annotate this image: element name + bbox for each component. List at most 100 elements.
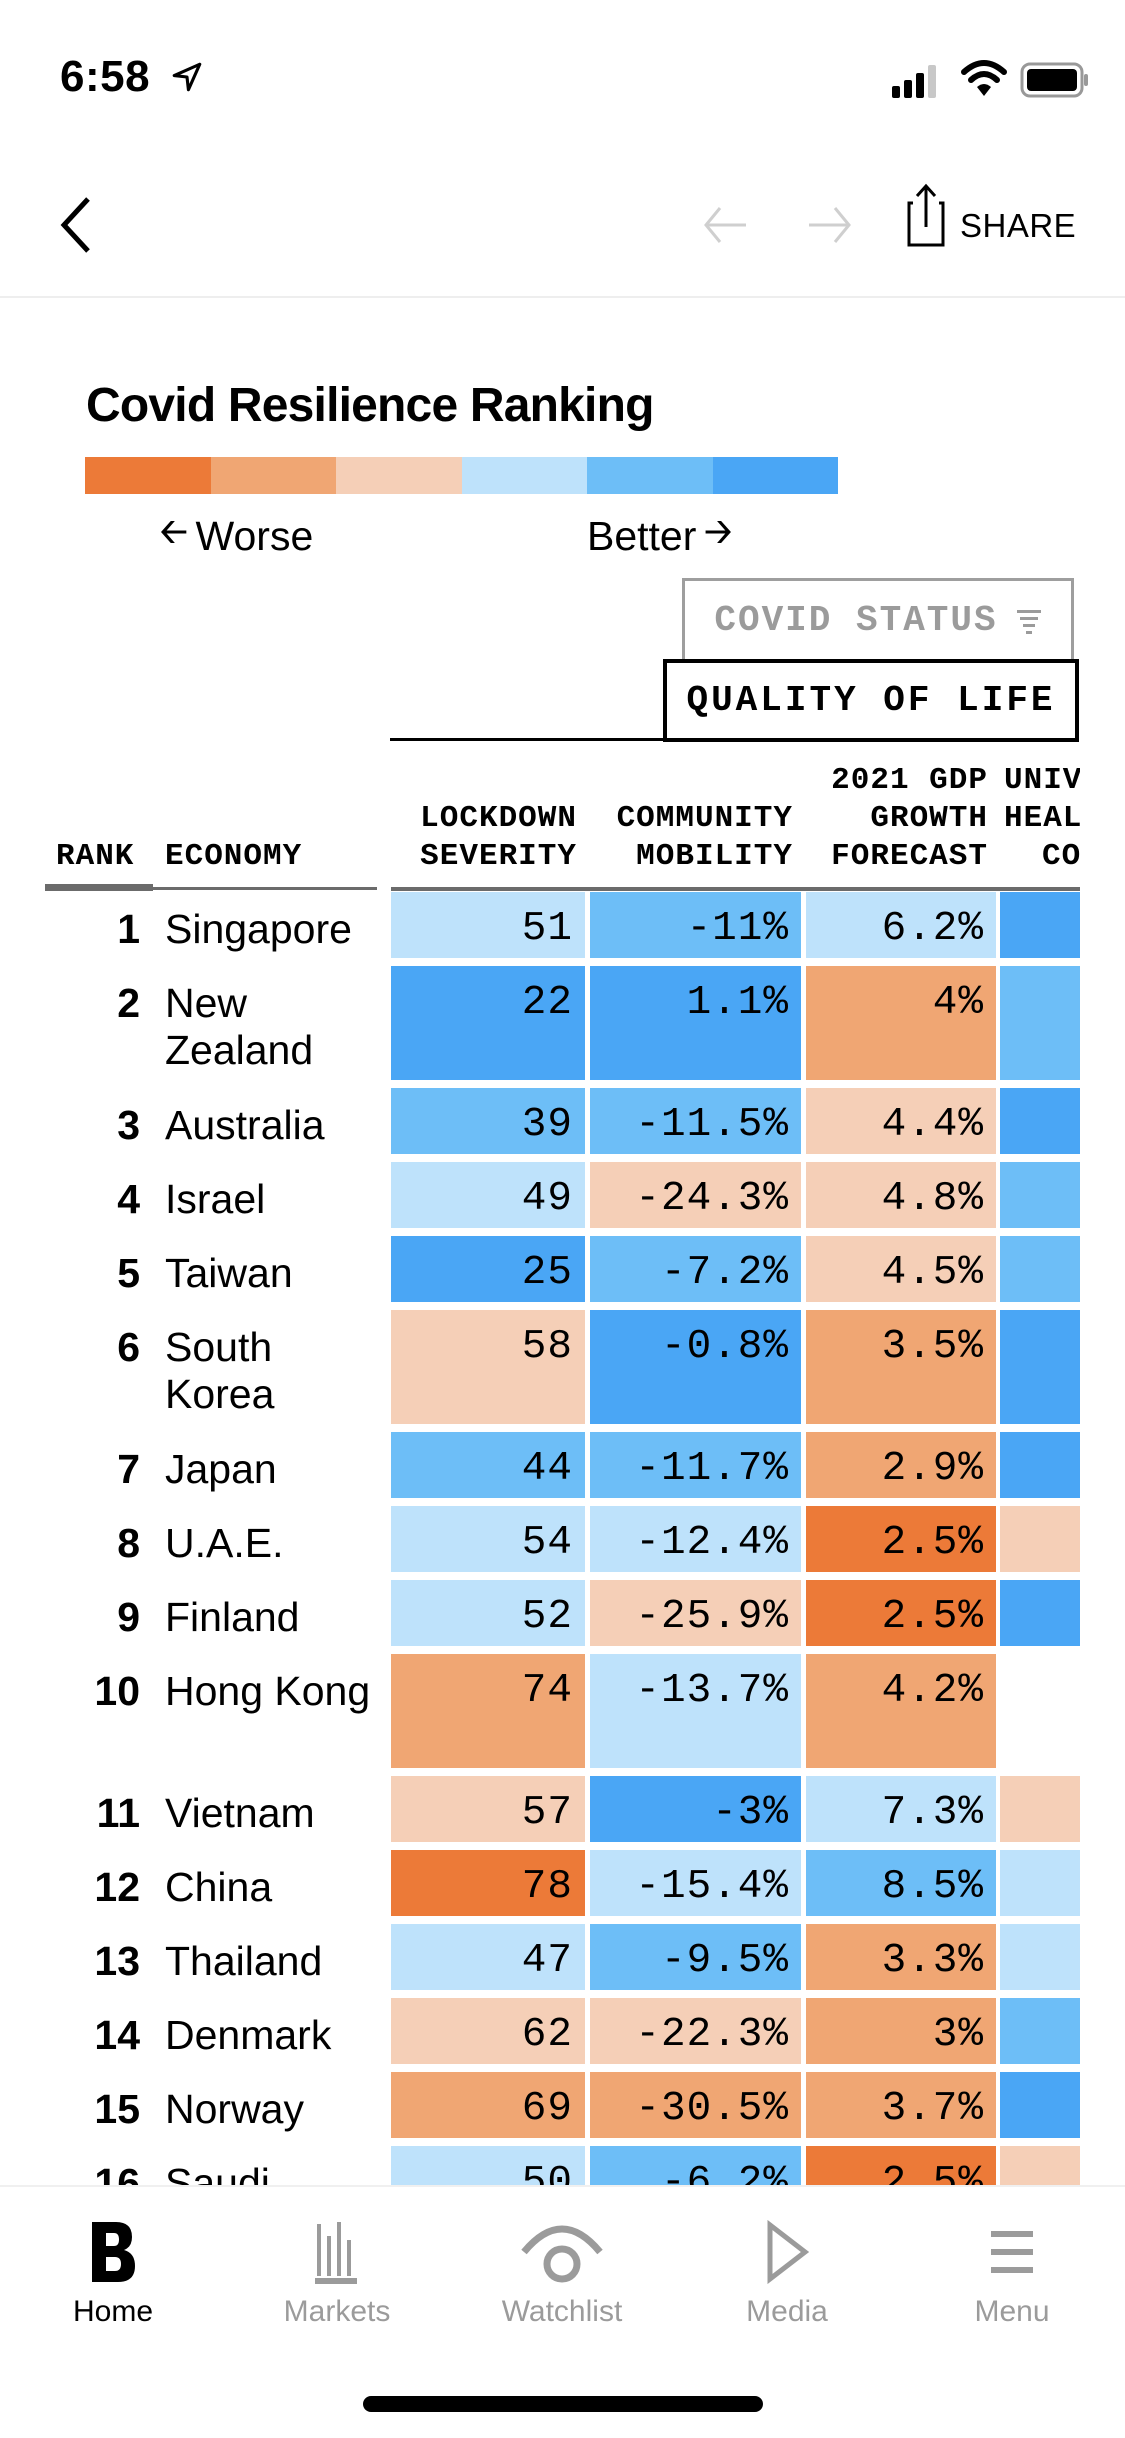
table-row[interactable]: 9 Finland 52 -25.9% 2.5% [0, 1580, 1125, 1650]
table-row[interactable]: 15 Norway 69 -30.5% 3.7% [0, 2072, 1125, 2142]
header-universal-healthcare-coverage[interactable]: UNIVERSAL HEALTHCARE COVERAGE [1004, 762, 1080, 876]
tab-menu[interactable]: Menu [927, 2217, 1097, 2329]
table-row[interactable]: 4 Israel 49 -24.3% 4.8% [0, 1162, 1125, 1232]
gdp-forecast-cell: 3.3% [806, 1924, 996, 1990]
healthcare-coverage-cell [1000, 2146, 1080, 2185]
gdp-forecast-cell: 8.5% [806, 1850, 996, 1916]
table-row[interactable]: 14 Denmark 62 -22.3% 3% [0, 1998, 1125, 2068]
gdp-forecast-cell: 6.2% [806, 892, 996, 958]
healthcare-coverage-cell [1000, 1776, 1080, 1842]
tab-media[interactable]: Media [702, 2217, 872, 2329]
community-mobility-cell: -9.5% [590, 1924, 801, 1990]
tab-markets[interactable]: Markets [252, 2217, 422, 2329]
bloomberg-b-icon [92, 2222, 135, 2282]
tab-media-label: Media [746, 2295, 828, 2328]
lockdown-severity-cell: 39 [391, 1088, 585, 1154]
eye-icon [521, 2225, 603, 2283]
share-button[interactable]: SHARE [960, 207, 1077, 244]
community-mobility-cell: -0.8% [590, 1310, 801, 1424]
rank-cell: 8 [117, 1520, 140, 1566]
economy-cell: Australia [165, 1102, 325, 1148]
table-row[interactable]: 7 Japan 44 -11.7% 2.9% [0, 1432, 1125, 1502]
play-icon [767, 2220, 809, 2284]
lockdown-severity-cell: 58 [391, 1310, 585, 1424]
gdp-forecast-cell: 3.7% [806, 2072, 996, 2138]
header-economy[interactable]: ECONOMY [165, 839, 303, 874]
tab-markets-label: Markets [283, 2295, 391, 2328]
economy-cell: Finland [165, 1594, 300, 1640]
legend-swatch [461, 457, 587, 494]
rank-cell: 3 [117, 1102, 140, 1148]
community-mobility-cell: -11% [590, 892, 801, 958]
economy-cell: Israel [165, 1176, 266, 1222]
economy-cell: New Zealand [165, 980, 314, 1073]
table-row[interactable]: 12 China 78 -15.4% 8.5% [0, 1850, 1125, 1920]
tab-menu-label: Menu [974, 2295, 1050, 2328]
lockdown-severity-cell: 74 [391, 1654, 585, 1768]
table-row[interactable]: 11 Vietnam 57 -3% 7.3% [0, 1776, 1125, 1846]
header-rank[interactable]: RANK [56, 839, 135, 874]
home-indicator [363, 2396, 763, 2412]
left-arrow-icon: 🡠 [160, 513, 188, 551]
header-clip: UNIVERSAL HEALTHCARE COVERAGE [1000, 740, 1080, 890]
table-row[interactable]: 10 Hong Kong 74 -13.7% 4.2% [0, 1654, 1125, 1772]
economy-cell: Hong Kong [165, 1668, 371, 1714]
table-row[interactable]: 1 Singapore 51 -11% 6.2% [0, 892, 1125, 962]
header-line: UNIVERSAL [1004, 763, 1080, 798]
table-row[interactable]: 5 Taiwan 25 -7.2% 4.5% [0, 1236, 1125, 1306]
economy-cell: China [165, 1864, 273, 1910]
rank-cell: 10 [94, 1668, 140, 1714]
table-row[interactable]: 2 New Zealand 22 1.1% 4% [0, 966, 1125, 1084]
worse-label: Worse [195, 513, 314, 559]
lockdown-severity-cell: 57 [391, 1776, 585, 1842]
gdp-forecast-cell: 4.5% [806, 1236, 996, 1302]
header-gdp-growth-forecast[interactable]: 2021 GDP GROWTH FORECAST [806, 762, 988, 876]
gdp-forecast-cell: 2.5% [806, 1506, 996, 1572]
color-legend [85, 457, 838, 494]
economy-cell: Japan [165, 1446, 277, 1492]
lockdown-severity-cell: 62 [391, 1998, 585, 2064]
lockdown-severity-cell: 52 [391, 1580, 585, 1646]
rank-cell: 2 [117, 980, 140, 1026]
lockdown-severity-cell: 49 [391, 1162, 585, 1228]
healthcare-coverage-cell [1000, 1236, 1080, 1302]
table-row[interactable]: 6 South Korea 58 -0.8% 3.5% [0, 1310, 1125, 1428]
header-line: GROWTH [870, 801, 988, 836]
lockdown-severity-cell: 47 [391, 1924, 585, 1990]
community-mobility-cell: -11.7% [590, 1432, 801, 1498]
header-lockdown-severity[interactable]: LOCKDOWN SEVERITY [391, 800, 577, 876]
economy-cell: Vietnam [165, 1790, 315, 1836]
healthcare-coverage-cell [1000, 1162, 1080, 1228]
healthcare-coverage-cell [1000, 1654, 1080, 1768]
chart-title: Covid Resilience Ranking [86, 379, 654, 432]
community-mobility-cell: -22.3% [590, 1998, 801, 2064]
gdp-forecast-cell: 2.5% [806, 2146, 996, 2185]
ranking-table[interactable]: 1 Singapore 51 -11% 6.2% 2 New Zealand 22 1.1% 4%… [0, 892, 1125, 2185]
gdp-forecast-cell: 4.4% [806, 1088, 996, 1154]
healthcare-coverage-cell [1000, 1850, 1080, 1916]
legend-swatch [587, 457, 713, 494]
table-row[interactable]: 8 U.A.E. 54 -12.4% 2.5% [0, 1506, 1125, 1576]
tab-watchlist[interactable]: Watchlist [477, 2217, 647, 2329]
economy-cell: South Korea [165, 1324, 275, 1417]
lockdown-severity-cell: 54 [391, 1506, 585, 1572]
healthcare-coverage-cell [1000, 1580, 1080, 1646]
tab-covid-status[interactable]: COVID STATUS [682, 578, 1074, 660]
legend-better: Better 🡢 [587, 508, 732, 565]
header-community-mobility[interactable]: COMMUNITY MOBILITY [590, 800, 793, 876]
healthcare-coverage-cell [1000, 1506, 1080, 1572]
sort-indicator [45, 884, 153, 891]
previous-arrow-icon[interactable] [700, 200, 750, 250]
share-icon[interactable] [905, 183, 947, 249]
table-row[interactable]: 13 Thailand 47 -9.5% 3.3% [0, 1924, 1125, 1994]
healthcare-coverage-cell [1000, 1088, 1080, 1154]
table-row[interactable]: 16 Saudi 50 -6.2% 2.5% [0, 2146, 1125, 2185]
tab-quality-of-life[interactable]: QUALITY OF LIFE [663, 659, 1079, 742]
next-arrow-icon[interactable] [805, 200, 855, 250]
community-mobility-cell: -25.9% [590, 1580, 801, 1646]
back-chevron-icon[interactable] [56, 195, 96, 255]
economy-cell: Singapore [165, 906, 352, 952]
table-row[interactable]: 3 Australia 39 -11.5% 4.4% [0, 1088, 1125, 1158]
rank-cell: 4 [117, 1176, 140, 1222]
tab-home[interactable]: Home [28, 2217, 198, 2329]
